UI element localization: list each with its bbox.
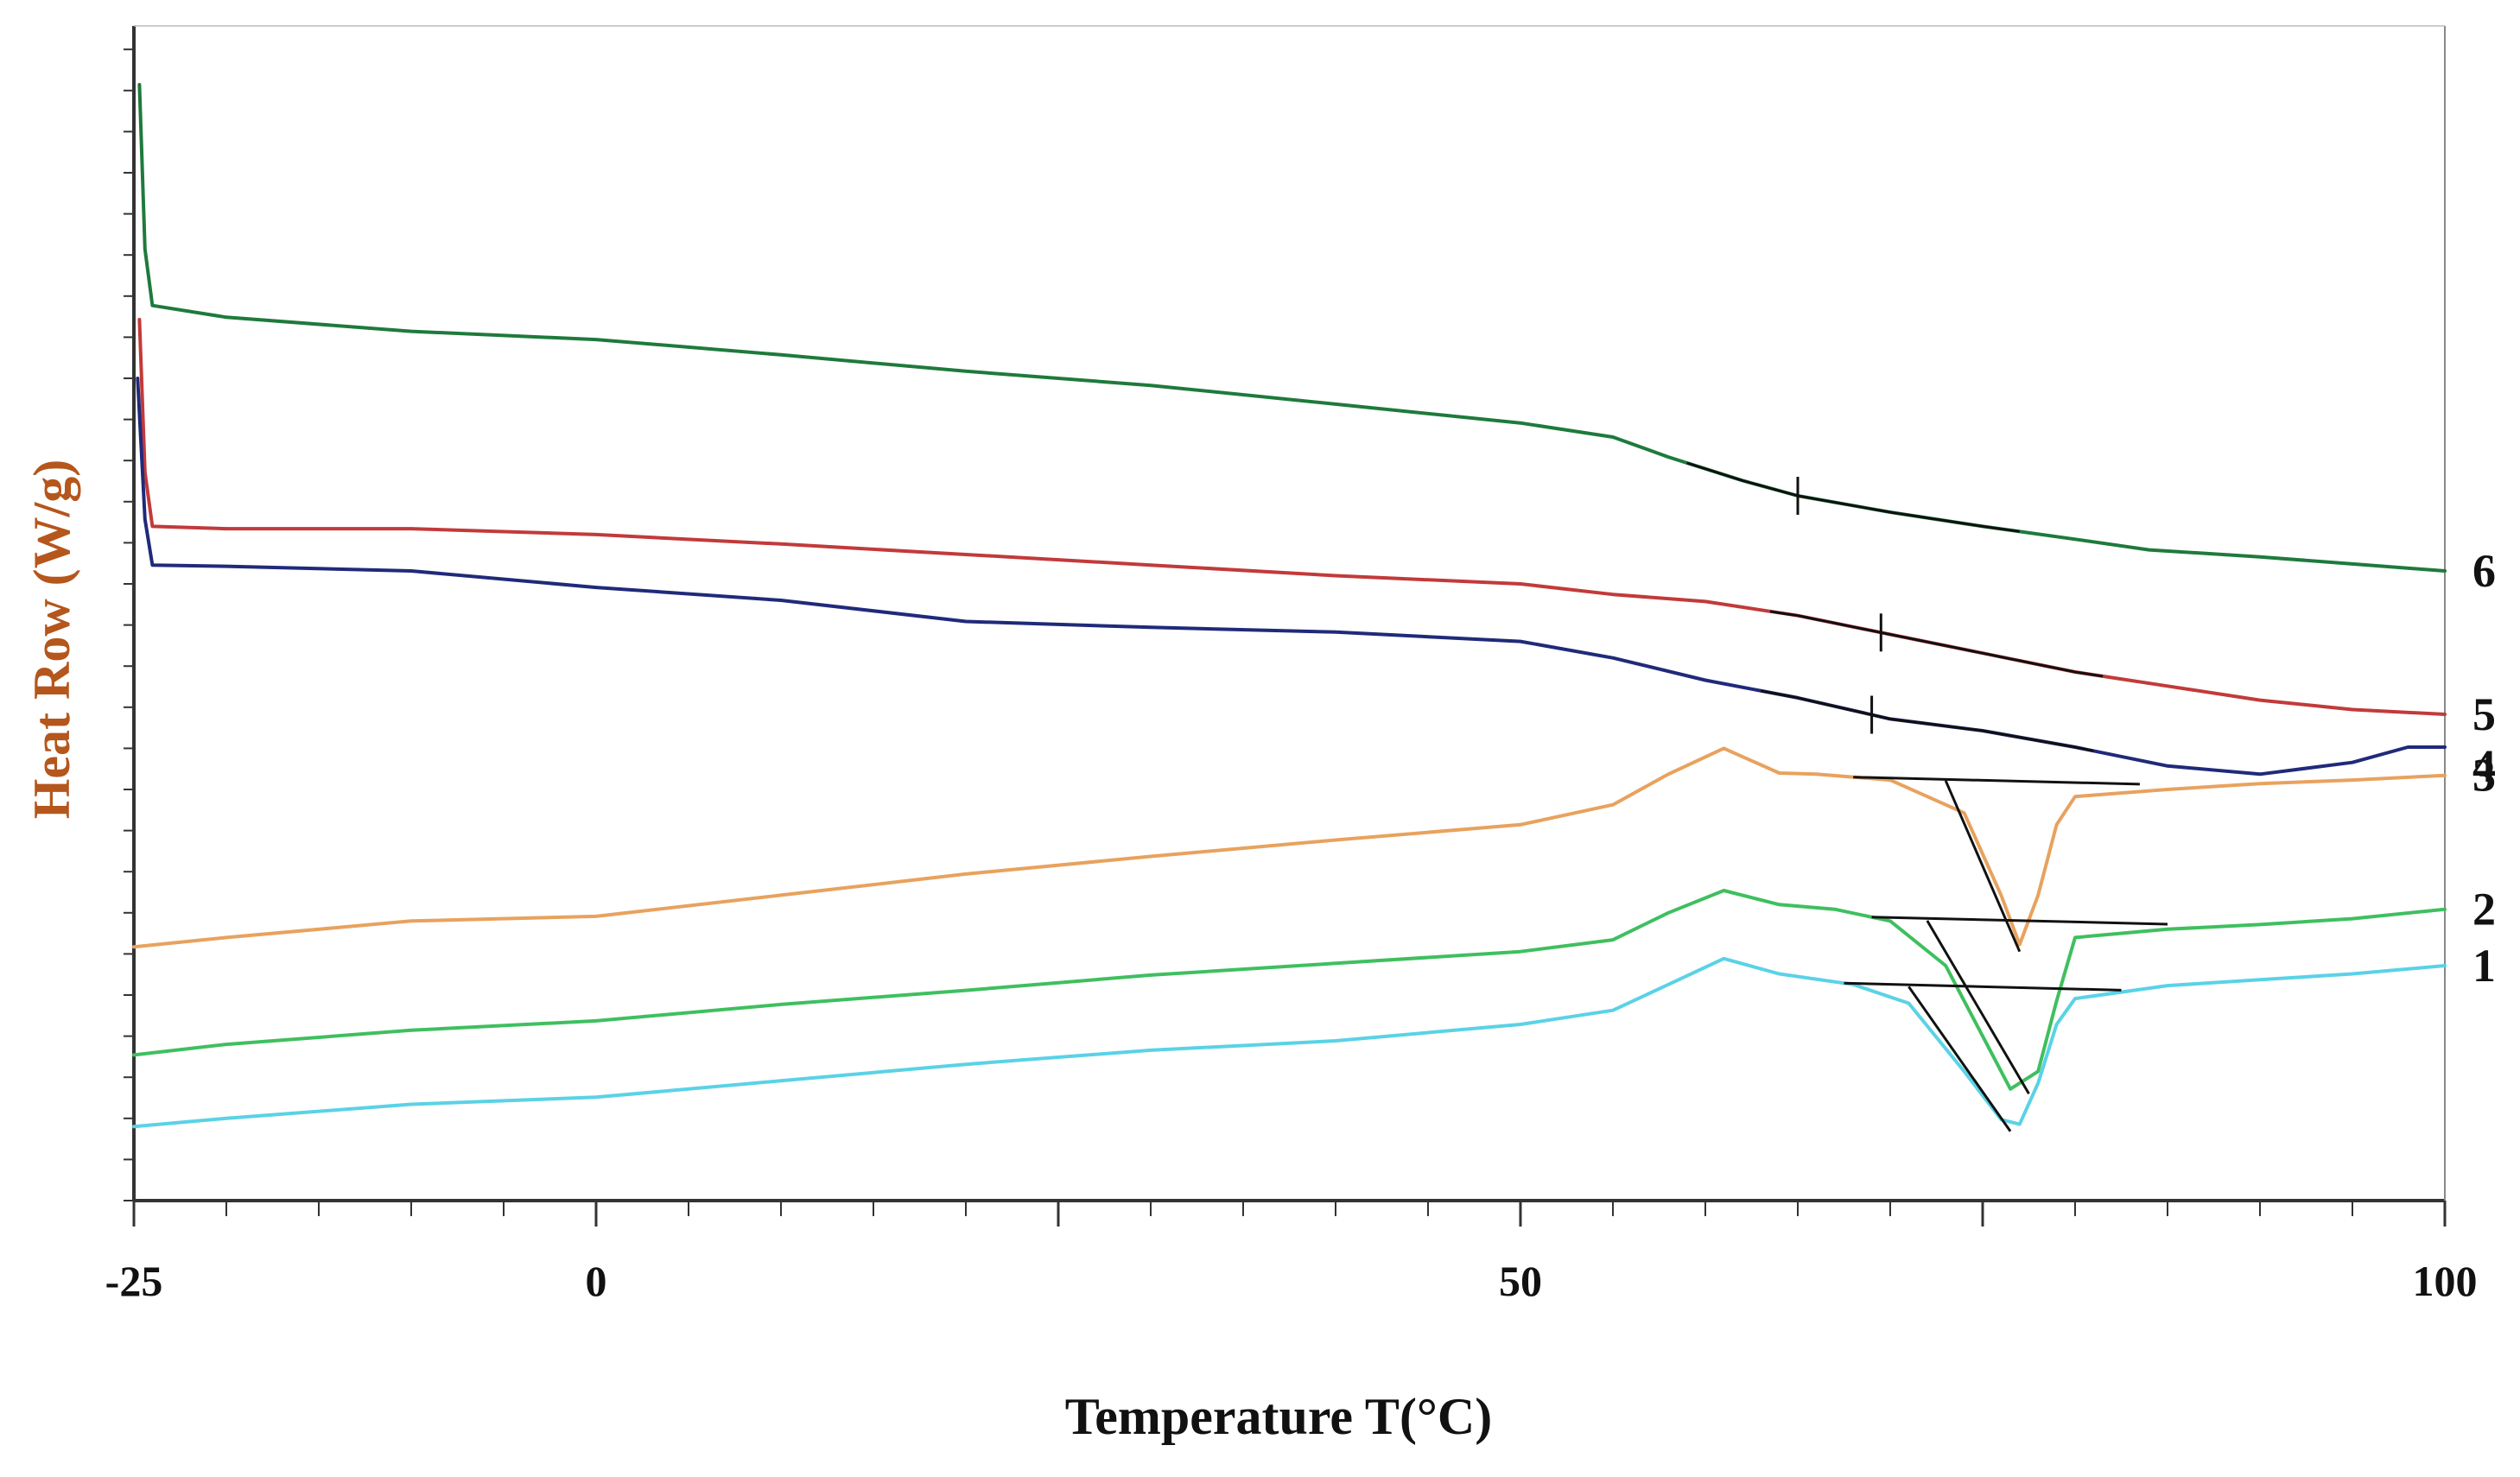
y-minor-ticks — [124, 48, 134, 1201]
curve-label-1: 1 — [2472, 940, 2496, 992]
baseline-tangent-3 — [1853, 776, 2140, 786]
curve-label-2: 2 — [2472, 884, 2496, 935]
transition-overlay-6 — [1686, 461, 2021, 533]
series-line-3 — [132, 746, 2447, 949]
x-axis-title: Temperature T(°C) — [1065, 1388, 1493, 1445]
series-line-5 — [137, 318, 2447, 716]
slope-tangent-2 — [1926, 920, 2030, 1094]
x-tick-label: 0 — [586, 1257, 607, 1305]
baseline-tangent-2 — [1871, 916, 2168, 926]
x-tick-labels: -25 0 50 100 — [105, 1257, 2478, 1305]
series-line-4 — [136, 377, 2447, 777]
x-ticks — [132, 1201, 2447, 1227]
series-line-2 — [132, 889, 2447, 1091]
axes — [132, 25, 2446, 1202]
y-axis-title: Heat Row (W/g) — [23, 460, 80, 820]
curve-label-3: 3 — [2472, 750, 2496, 802]
curve-label-6: 6 — [2472, 545, 2496, 597]
curve-label-4: 4 — [2472, 740, 2496, 792]
series-line-6 — [137, 83, 2447, 573]
x-tick-label: 100 — [2413, 1257, 2478, 1305]
transition-overlay-4 — [1760, 689, 2094, 752]
series-group — [132, 83, 2447, 1129]
curve-labels: 6 543 21 — [2472, 545, 2496, 992]
x-tick-label: -25 — [105, 1257, 163, 1305]
markers-group — [1686, 461, 2168, 1132]
slope-tangent-1 — [1907, 986, 2012, 1132]
series-line-1 — [132, 956, 2447, 1129]
transition-overlay-5 — [1769, 610, 2104, 678]
curve-label-5: 5 — [2472, 688, 2496, 740]
x-tick-label: 50 — [1499, 1257, 1542, 1305]
baseline-tangent-1 — [1844, 981, 2122, 992]
slope-tangent-3 — [1944, 780, 2022, 953]
